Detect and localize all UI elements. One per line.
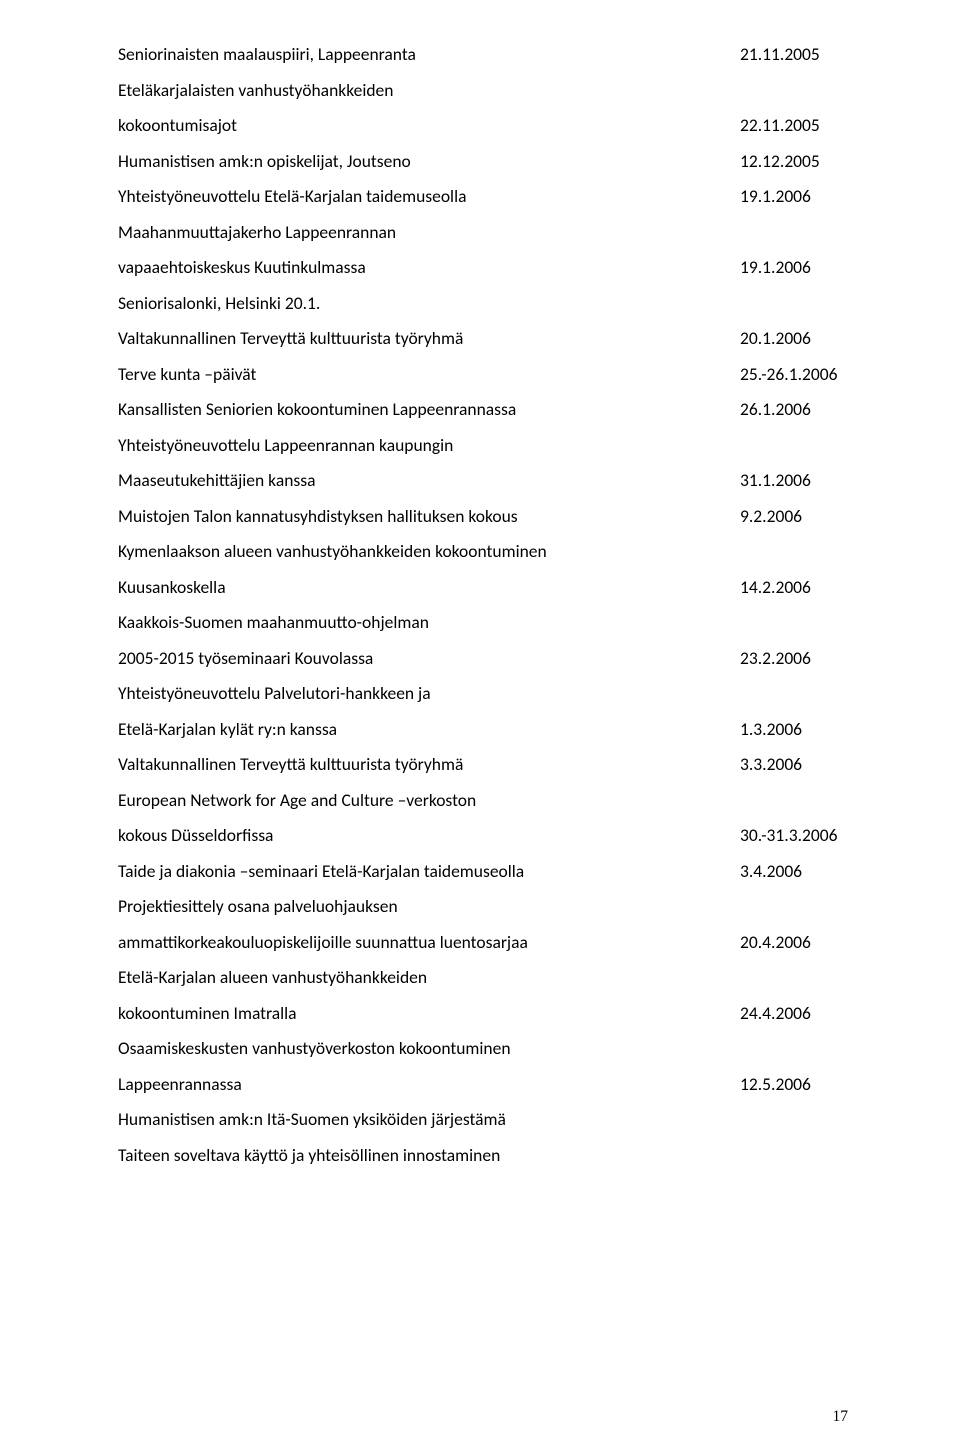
schedule-date: 9.2.2006 xyxy=(740,508,850,526)
schedule-date: 3.3.2006 xyxy=(740,756,850,774)
schedule-row: Terve kunta –päivät25.-26.1.2006 xyxy=(118,366,850,384)
schedule-event: Valtakunnallinen Terveyttä kulttuurista … xyxy=(118,330,740,348)
schedule-event: Kuusankoskella xyxy=(118,579,740,597)
schedule-event-line: Seniorisalonki, Helsinki 20.1. xyxy=(118,295,850,313)
schedule-row: Etelä-Karjalan kylät ry:n kanssa1.3.2006 xyxy=(118,721,850,739)
schedule-row: Kuusankoskella14.2.2006 xyxy=(118,579,850,597)
schedule-date: 24.4.2006 xyxy=(740,1005,850,1023)
schedule-event-line: Humanistisen amk:n Itä-Suomen yksiköiden… xyxy=(118,1111,850,1129)
schedule-row: kokoontuminen Imatralla24.4.2006 xyxy=(118,1005,850,1023)
schedule-event: Taide ja diakonia –seminaari Etelä-Karja… xyxy=(118,863,740,881)
schedule-row: Seniorinaisten maalauspiiri, Lappeenrant… xyxy=(118,46,850,64)
schedule-date: 21.11.2005 xyxy=(740,46,850,64)
schedule-event: kokoontumisajot xyxy=(118,117,740,135)
schedule-row: Muistojen Talon kannatusyhdistyksen hall… xyxy=(118,508,850,526)
schedule-date: 19.1.2006 xyxy=(740,188,850,206)
schedule-row: vapaaehtoiskeskus Kuutinkulmassa19.1.200… xyxy=(118,259,850,277)
schedule-event: Muistojen Talon kannatusyhdistyksen hall… xyxy=(118,508,740,526)
schedule-event: Lappeenrannassa xyxy=(118,1076,740,1094)
schedule-date: 25.-26.1.2006 xyxy=(740,366,850,384)
schedule-event: kokoontuminen Imatralla xyxy=(118,1005,740,1023)
schedule-date: 23.2.2006 xyxy=(740,650,850,668)
schedule-date: 26.1.2006 xyxy=(740,401,850,419)
schedule-event-line: Maahanmuuttajakerho Lappeenrannan xyxy=(118,224,850,242)
schedule-event-line: Projektiesittely osana palveluohjauksen xyxy=(118,898,850,916)
schedule-event-line: Kymenlaakson alueen vanhustyöhankkeiden … xyxy=(118,543,850,561)
schedule-event: kokous Düsseldorfissa xyxy=(118,827,740,845)
schedule-event-line: Osaamiskeskusten vanhustyöverkoston koko… xyxy=(118,1040,850,1058)
schedule-row: Yhteistyöneuvottelu Etelä-Karjalan taide… xyxy=(118,188,850,206)
schedule-row: Valtakunnallinen Terveyttä kulttuurista … xyxy=(118,756,850,774)
schedule-event: Seniorinaisten maalauspiiri, Lappeenrant… xyxy=(118,46,740,64)
schedule-event-line: Yhteistyöneuvottelu Palvelutori-hankkeen… xyxy=(118,685,850,703)
schedule-date: 19.1.2006 xyxy=(740,259,850,277)
schedule-event: Kansallisten Seniorien kokoontuminen Lap… xyxy=(118,401,740,419)
schedule-row: Kansallisten Seniorien kokoontuminen Lap… xyxy=(118,401,850,419)
schedule-event: Terve kunta –päivät xyxy=(118,366,740,384)
schedule-row: kokoontumisajot22.11.2005 xyxy=(118,117,850,135)
schedule-row: 2005-2015 työseminaari Kouvolassa23.2.20… xyxy=(118,650,850,668)
schedule-date: 30.-31.3.2006 xyxy=(740,827,850,845)
schedule-row: ammattikorkeakouluopiskelijoille suunnat… xyxy=(118,934,850,952)
schedule-event-line: European Network for Age and Culture –ve… xyxy=(118,792,850,810)
schedule-row: Lappeenrannassa12.5.2006 xyxy=(118,1076,850,1094)
document-page: Seniorinaisten maalauspiiri, Lappeenrant… xyxy=(0,0,960,1440)
schedule-event: Etelä-Karjalan kylät ry:n kanssa xyxy=(118,721,740,739)
schedule-date: 31.1.2006 xyxy=(740,472,850,490)
schedule-event: Humanistisen amk:n opiskelijat, Joutseno xyxy=(118,153,740,171)
schedule-event-line: Eteläkarjalaisten vanhustyöhankkeiden xyxy=(118,82,850,100)
schedule-date: 20.4.2006 xyxy=(740,934,850,952)
page-number: 17 xyxy=(833,1408,849,1426)
schedule-event: vapaaehtoiskeskus Kuutinkulmassa xyxy=(118,259,740,277)
schedule-event: Maaseutukehittäjien kanssa xyxy=(118,472,740,490)
schedule-row: Maaseutukehittäjien kanssa31.1.2006 xyxy=(118,472,850,490)
schedule-event-line: Yhteistyöneuvottelu Lappeenrannan kaupun… xyxy=(118,437,850,455)
schedule-row: Valtakunnallinen Terveyttä kulttuurista … xyxy=(118,330,850,348)
schedule-event-line: Taiteen soveltava käyttö ja yhteisölline… xyxy=(118,1147,850,1165)
schedule-date: 22.11.2005 xyxy=(740,117,850,135)
schedule-date: 3.4.2006 xyxy=(740,863,850,881)
schedule-list: Seniorinaisten maalauspiiri, Lappeenrant… xyxy=(118,46,850,1164)
schedule-event: 2005-2015 työseminaari Kouvolassa xyxy=(118,650,740,668)
schedule-row: Taide ja diakonia –seminaari Etelä-Karja… xyxy=(118,863,850,881)
schedule-date: 14.2.2006 xyxy=(740,579,850,597)
schedule-row: kokous Düsseldorfissa30.-31.3.2006 xyxy=(118,827,850,845)
schedule-date: 12.5.2006 xyxy=(740,1076,850,1094)
schedule-date: 20.1.2006 xyxy=(740,330,850,348)
schedule-date: 12.12.2005 xyxy=(740,153,850,171)
schedule-date: 1.3.2006 xyxy=(740,721,850,739)
schedule-row: Humanistisen amk:n opiskelijat, Joutseno… xyxy=(118,153,850,171)
schedule-event: ammattikorkeakouluopiskelijoille suunnat… xyxy=(118,934,740,952)
schedule-event-line: Kaakkois-Suomen maahanmuutto-ohjelman xyxy=(118,614,850,632)
schedule-event-line: Etelä-Karjalan alueen vanhustyöhankkeide… xyxy=(118,969,850,987)
schedule-event: Valtakunnallinen Terveyttä kulttuurista … xyxy=(118,756,740,774)
schedule-event: Yhteistyöneuvottelu Etelä-Karjalan taide… xyxy=(118,188,740,206)
